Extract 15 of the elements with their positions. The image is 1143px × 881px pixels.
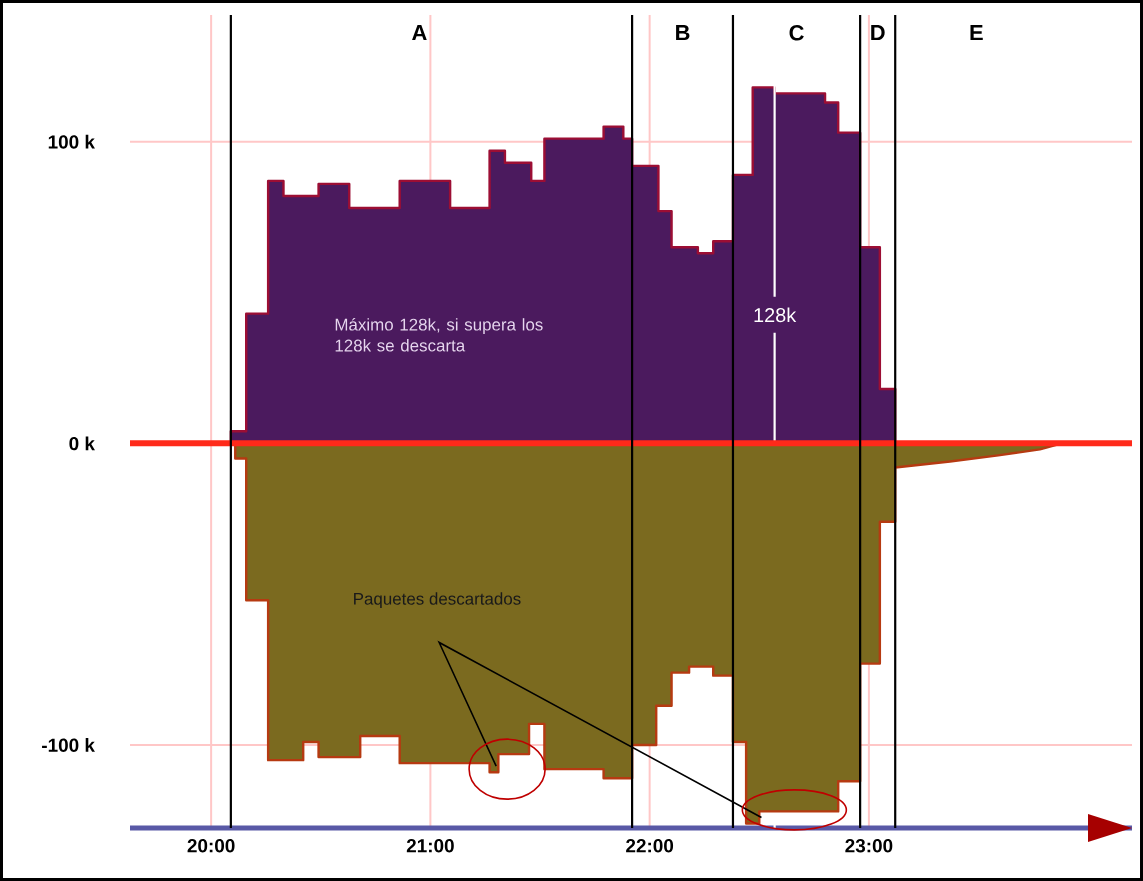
x-tick-label: 23:00 [845,839,893,853]
ref-line-label: 128k [754,307,797,323]
annotation: C [789,25,804,41]
x-tick-label: 21:00 [406,839,454,853]
annotation: D [871,25,885,41]
annotation: A [412,25,427,41]
x-tick-label: 22:00 [626,839,674,853]
x-tick-label: 20:00 [187,839,235,853]
y-tick-label: 0 k [69,436,95,451]
annotation: B [676,25,690,41]
annotation: Máximo 128k, si supera los 128k se descarta [335,317,543,352]
y-tick-label: -100 k [42,738,95,752]
annotation: Paquetes descartados [354,592,521,609]
y-tick-label: 100 k [48,134,95,149]
annotation: E [970,25,983,41]
